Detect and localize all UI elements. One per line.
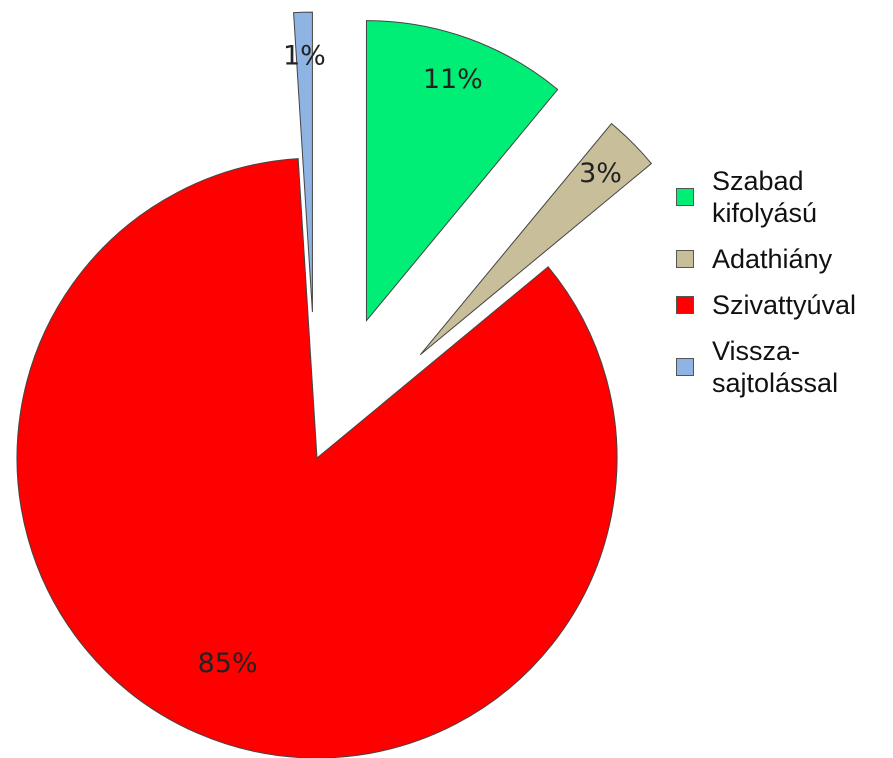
legend-label: Adathiány <box>712 244 833 274</box>
data-label: 3% <box>579 158 622 189</box>
legend-label: Szabad kifolyású <box>712 166 818 228</box>
legend-label: Vissza-sajtolással <box>712 336 839 398</box>
pie-slice <box>16 158 618 758</box>
legend-item: Szabad kifolyású <box>676 165 891 229</box>
legend-swatch <box>676 250 694 268</box>
data-label: 11% <box>423 64 483 95</box>
pie-slice <box>365 20 559 323</box>
data-label: 85% <box>198 648 258 679</box>
legend: Szabad kifolyású Adathiány Szivattyúval Vis… <box>676 165 891 413</box>
legend-label: Szivattyúval <box>712 290 857 320</box>
legend-item: Vissza-sajtolással <box>676 335 891 399</box>
pie-slice <box>293 11 313 313</box>
legend-swatch <box>676 296 694 314</box>
data-label: 1% <box>283 41 326 72</box>
legend-item: Adathiány <box>676 243 891 275</box>
legend-swatch <box>676 188 694 206</box>
legend-item: Szivattyúval <box>676 289 891 321</box>
pie-slice <box>419 122 653 356</box>
legend-swatch <box>676 358 694 376</box>
